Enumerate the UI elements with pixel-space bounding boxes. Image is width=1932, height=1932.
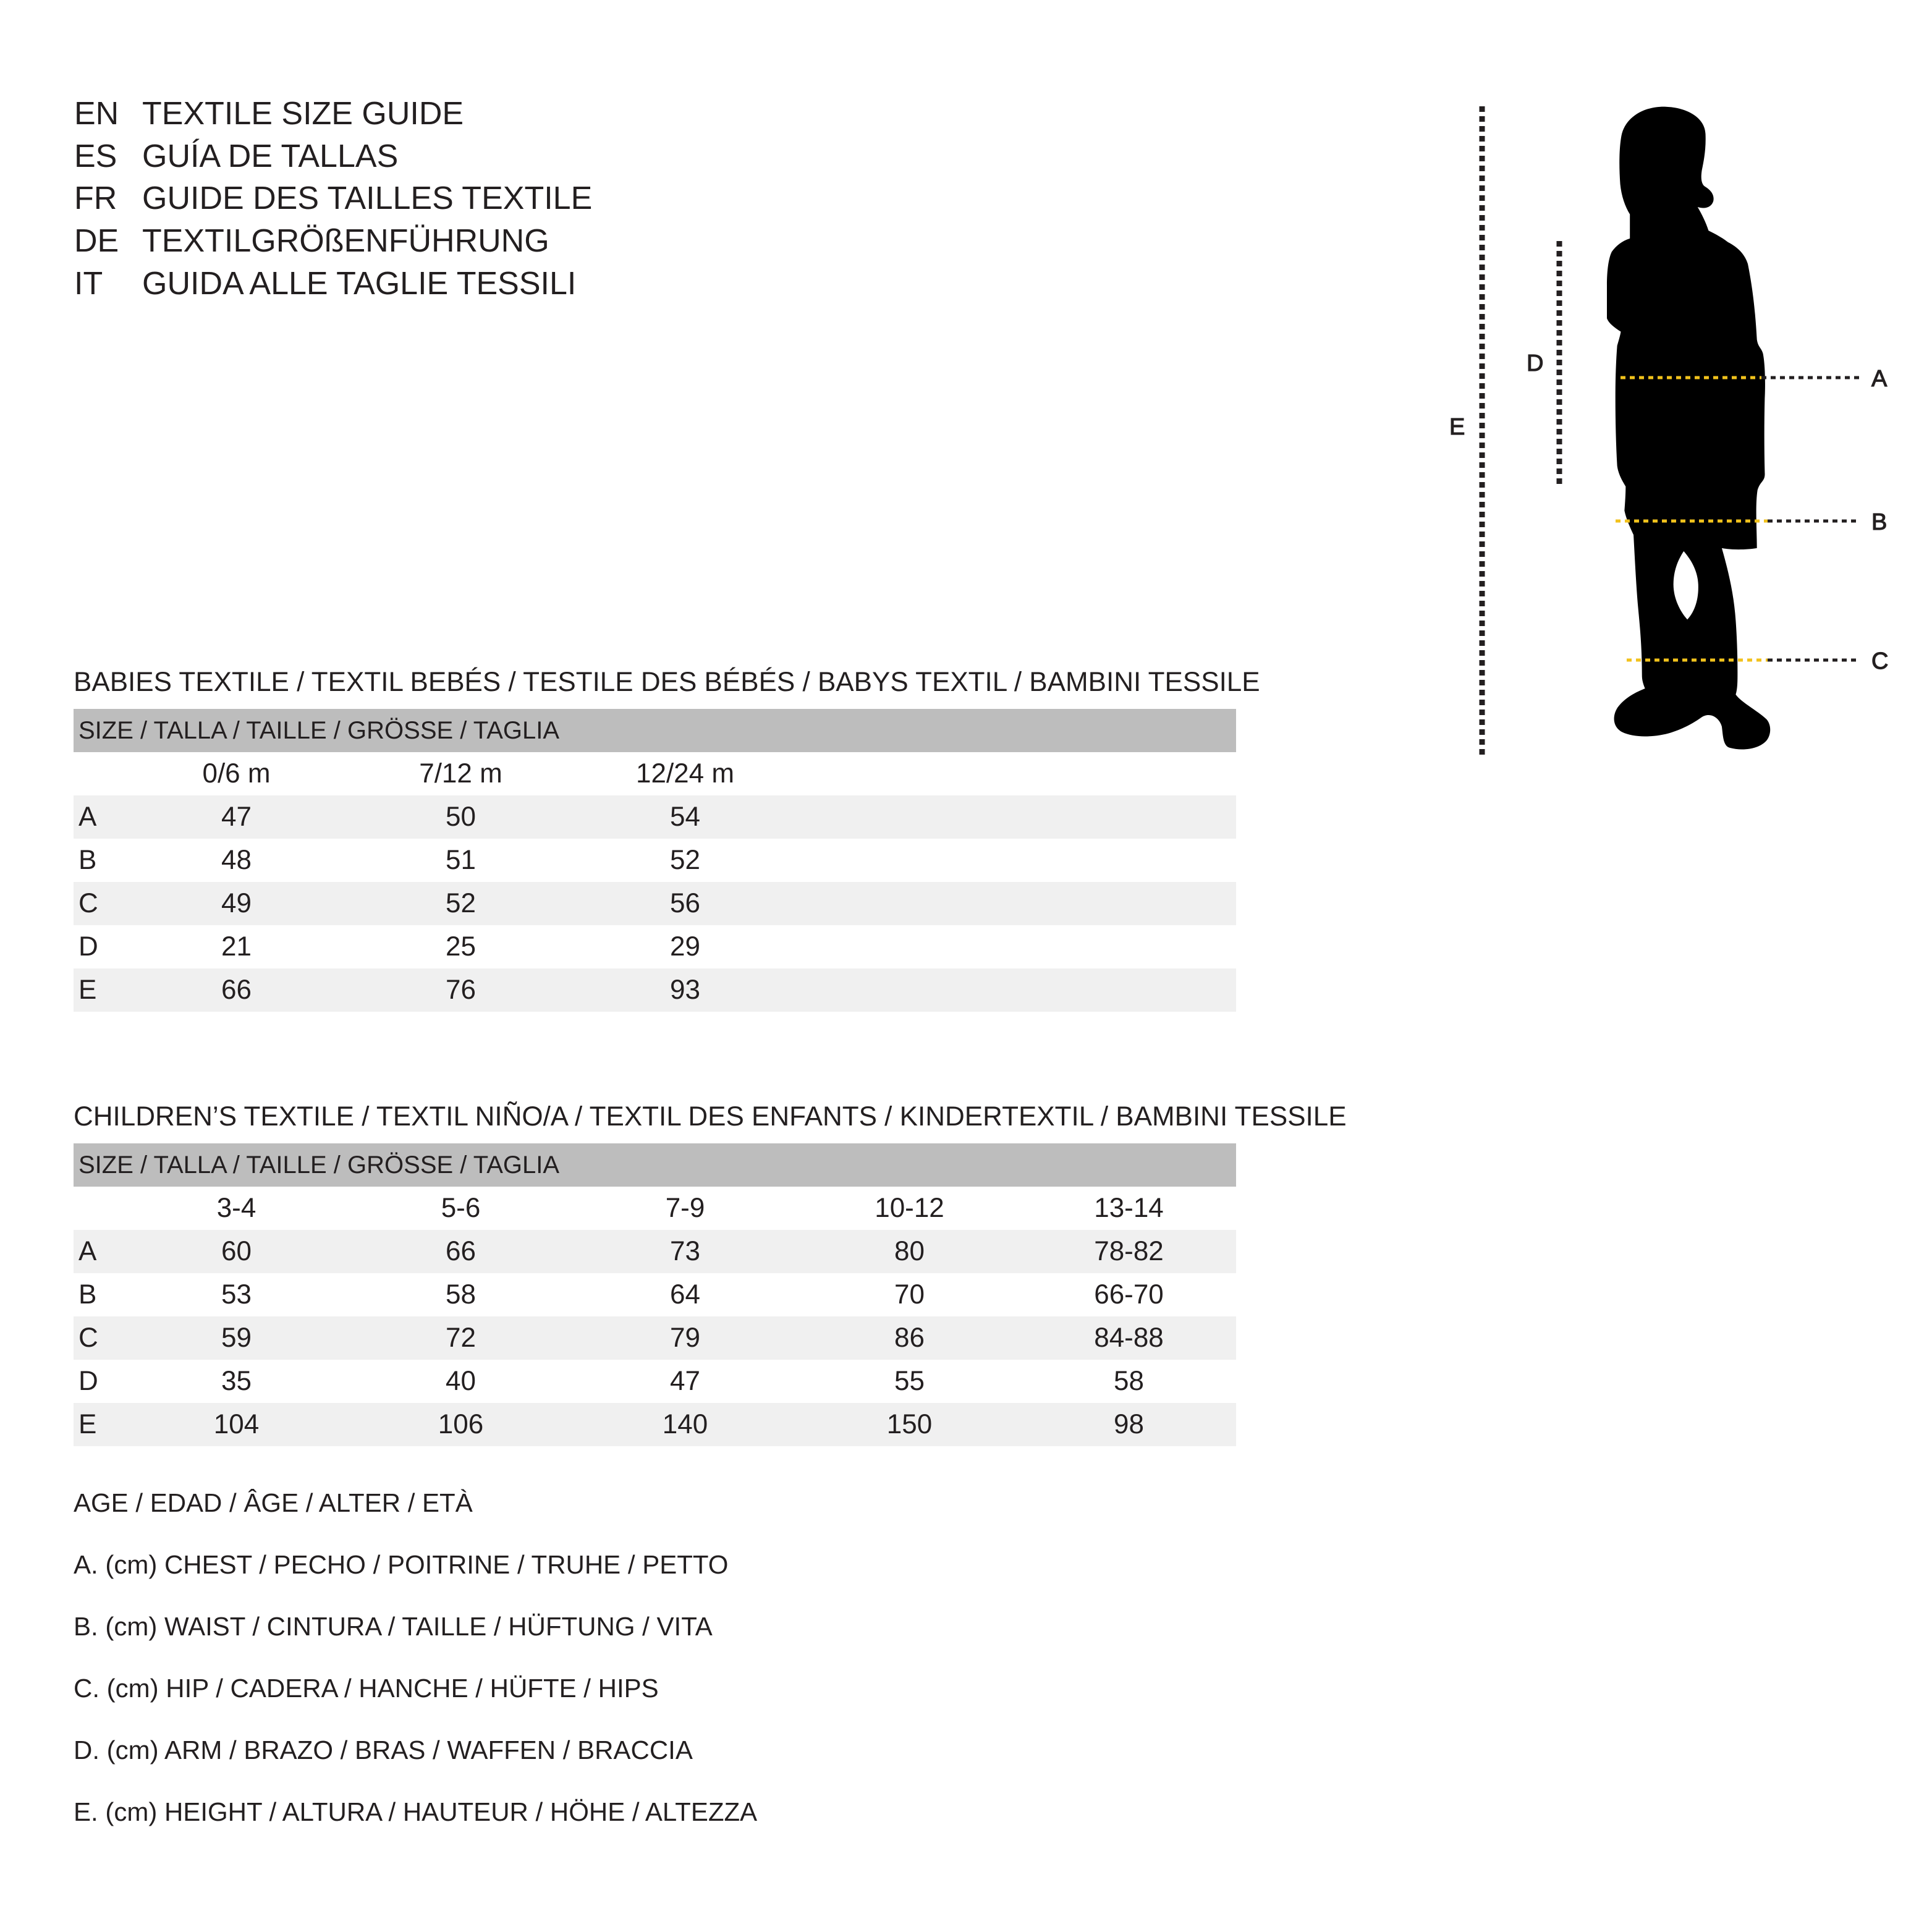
svg-text:B: B [1871, 509, 1887, 535]
svg-text:E: E [1449, 414, 1465, 440]
svg-text:C: C [1871, 648, 1888, 674]
svg-text:A: A [1871, 366, 1888, 392]
svg-text:D: D [1527, 350, 1543, 376]
